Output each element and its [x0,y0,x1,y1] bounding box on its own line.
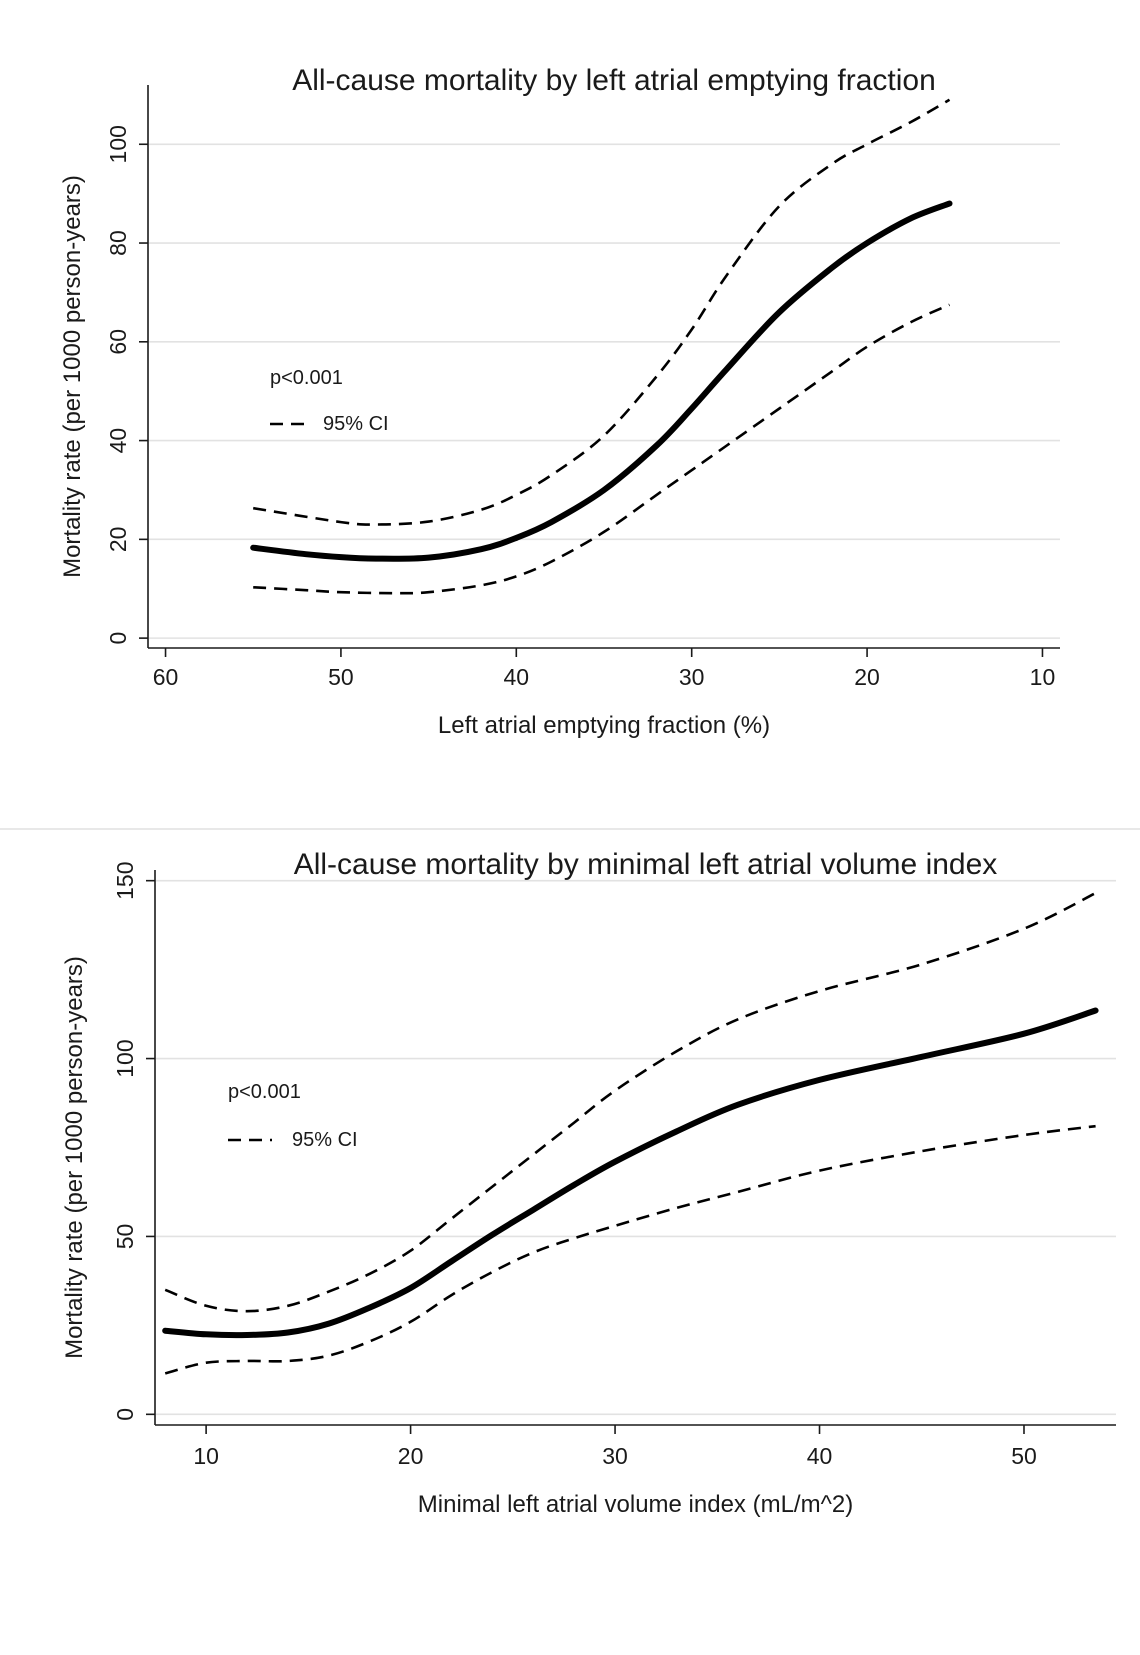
legend-label: 95% CI [323,413,389,435]
x-tick-label: 50 [1011,1443,1037,1469]
y-tick-label: 150 [112,861,138,899]
y-axis-label: Mortality rate (per 1000 person-years) [61,956,88,1359]
x-tick-label: 30 [679,664,705,690]
chart-panel-volume-index: All-cause mortality by minimal left atri… [0,830,1140,1655]
x-axis-label: Left atrial emptying fraction (%) [438,712,770,739]
y-tick-label: 100 [105,125,131,163]
y-tick-label: 0 [105,632,131,645]
panel-divider [0,828,1140,831]
y-tick-label: 50 [112,1224,138,1250]
x-tick-label: 10 [193,1443,219,1469]
p-value-annotation: p<0.001 [270,367,343,389]
y-tick-label: 80 [105,230,131,256]
x-axis-label: Minimal left atrial volume index (mL/m^2… [418,1491,853,1518]
x-tick-label: 50 [328,664,354,690]
x-tick-label: 40 [807,1443,833,1469]
ci-upper-line [252,98,951,526]
x-tick-label: 10 [1030,664,1056,690]
chart-panel-emptying-fraction: All-cause mortality by left atrial empty… [59,64,1060,739]
x-tick-label: 60 [153,664,179,690]
x-tick-label: 20 [854,664,880,690]
chart-volume-index: All-cause mortality by minimal left atri… [61,848,1116,1518]
ci-lower-line [164,1124,1096,1375]
y-tick-label: 0 [112,1408,138,1421]
chart-title: All-cause mortality by left atrial empty… [292,64,936,97]
x-tick-label: 30 [602,1443,628,1469]
y-tick-label: 100 [112,1039,138,1077]
y-tick-label: 40 [105,428,131,454]
y-tick-label: 60 [105,329,131,355]
mortality-estimate-line [250,200,953,562]
x-tick-label: 20 [398,1443,424,1469]
y-axis-label: Mortality rate (per 1000 person-years) [59,175,86,578]
y-tick-label: 20 [105,527,131,553]
ci-lower-line [253,303,951,595]
chart-title: All-cause mortality by minimal left atri… [294,848,998,881]
mortality-estimate-line [162,1007,1099,1339]
chart-emptying-fraction: All-cause mortality by left atrial empty… [59,64,1060,739]
legend-label: 95% CI [292,1129,358,1151]
p-value-annotation: p<0.001 [228,1081,301,1103]
ci-upper-line [164,891,1097,1313]
x-tick-label: 40 [504,664,530,690]
